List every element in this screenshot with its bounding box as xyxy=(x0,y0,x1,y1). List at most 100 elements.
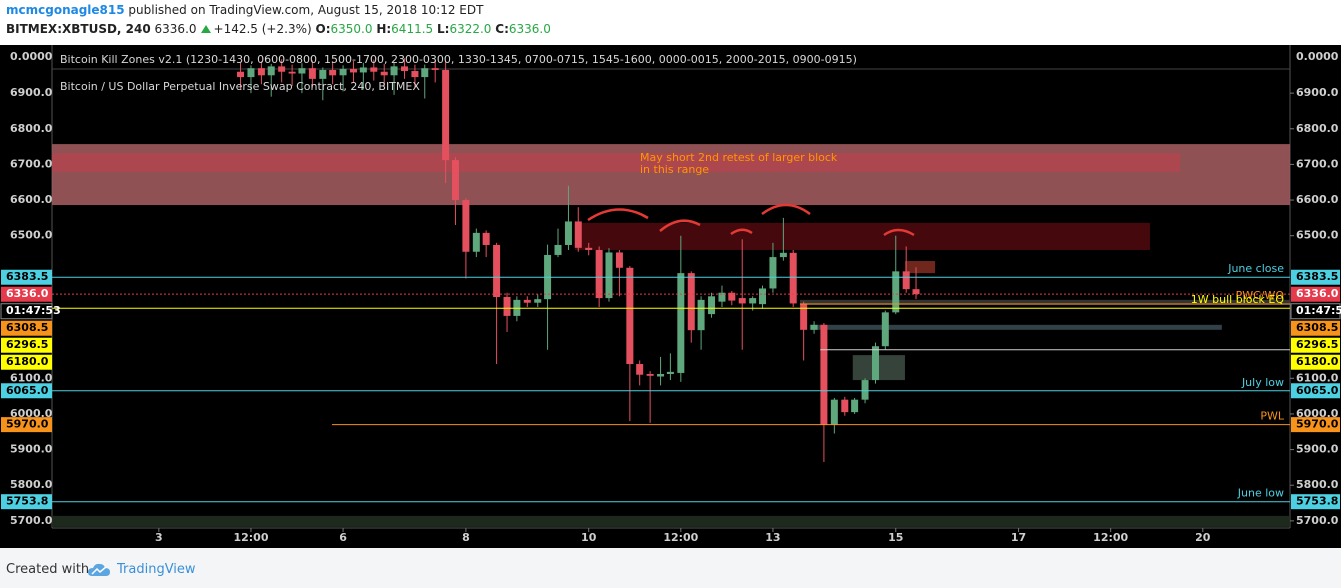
price-badge xyxy=(1,269,52,285)
price: 6336.0 xyxy=(154,22,197,36)
candle-body xyxy=(861,380,869,400)
candle-body xyxy=(657,374,665,377)
arc xyxy=(659,219,701,232)
price-badge xyxy=(1291,494,1340,510)
price-badge xyxy=(1,417,52,433)
zone xyxy=(575,222,1150,250)
price-badge xyxy=(1,320,52,336)
y-tick-label: 5800.0 xyxy=(1296,478,1339,491)
candle-body xyxy=(462,200,470,252)
price-badge-label: 5753.8 xyxy=(1296,495,1338,508)
ohlc-key: C: xyxy=(495,22,509,36)
candle-body xyxy=(881,312,889,347)
candle-body xyxy=(370,67,378,72)
candle-body xyxy=(912,289,920,295)
change: +142.5 (+2.3%) xyxy=(213,22,312,36)
x-tick-label: 10 xyxy=(581,531,597,544)
level-label: 1W bull block EQ xyxy=(1191,293,1285,306)
candle-body xyxy=(278,66,286,72)
candle-body xyxy=(350,68,358,73)
price-badge-label: 6065.0 xyxy=(6,384,49,397)
candle-body xyxy=(431,68,439,70)
candle-body xyxy=(288,71,296,74)
candle-body xyxy=(728,292,736,301)
candle-body xyxy=(534,299,542,303)
candle-body xyxy=(319,69,327,79)
arc xyxy=(883,228,915,237)
candle-body xyxy=(851,399,859,413)
x-tick-label: 3 xyxy=(155,531,163,544)
footer-text: Created with xyxy=(6,562,90,577)
annotation: May short 2nd retest of larger block xyxy=(640,151,838,164)
price-badge-label: 5970.0 xyxy=(6,418,49,431)
price-badge xyxy=(1291,417,1340,433)
x-tick-label: 13 xyxy=(765,531,780,544)
candle-body xyxy=(585,247,593,250)
zone xyxy=(52,153,1181,172)
level-label: June close xyxy=(1227,262,1284,275)
price-badge-label: 6308.5 xyxy=(6,321,48,334)
candle-body xyxy=(411,71,419,78)
y-tick-label: 6900.0 xyxy=(10,86,53,99)
ohlc-key: H: xyxy=(376,22,392,36)
price-badge-label: 6383.5 xyxy=(6,270,48,283)
zone xyxy=(799,299,1290,305)
y-tick-label: 6500.0 xyxy=(1296,229,1339,242)
candle-body xyxy=(626,267,634,365)
price-badge xyxy=(1291,337,1340,353)
price-badge-label: 6180.0 xyxy=(1296,355,1339,368)
y-tick-label: 5800.0 xyxy=(10,478,53,491)
author[interactable]: mcmcgonagle815 xyxy=(6,3,125,17)
x-tick-label: 17 xyxy=(1011,531,1026,544)
price-badge-label: 01:47:53 xyxy=(6,304,61,317)
header-line-2: BITMEX:XBTUSD, 240 6336.0 +142.5 (+2.3%) … xyxy=(6,22,551,36)
indicator-title: Bitcoin Kill Zones v2.1 (1230-1430, 0600… xyxy=(60,53,857,66)
candle-body xyxy=(830,399,838,425)
price-badge-label: 6383.5 xyxy=(1296,270,1338,283)
candle-body xyxy=(359,67,367,73)
footer-brand[interactable]: TradingView xyxy=(117,562,196,577)
chart-title: Bitcoin / US Dollar Perpetual Inverse Sw… xyxy=(60,80,420,93)
y-tick-label: 5900.0 xyxy=(10,443,53,456)
y-tick-label: 5900.0 xyxy=(1296,443,1339,456)
price-badge xyxy=(0,303,53,320)
candle-body xyxy=(697,299,705,331)
candle-body xyxy=(820,324,828,425)
candle-body xyxy=(503,297,511,316)
candle-body xyxy=(789,252,797,304)
candle-body xyxy=(482,232,490,245)
price-badge xyxy=(1291,383,1340,399)
footer-background xyxy=(0,548,1341,588)
candle-body xyxy=(718,292,726,302)
price-badge-label: 6296.5 xyxy=(6,338,48,351)
price-badge-label: 6308.5 xyxy=(1296,321,1338,334)
axes: 6900.06900.06800.06800.06700.06700.06600… xyxy=(10,86,1339,544)
level-label: PWL xyxy=(1260,410,1285,423)
price-badge xyxy=(1,494,52,510)
candle-body xyxy=(451,160,459,201)
price-badge-label: 6065.0 xyxy=(1296,384,1339,397)
candle-body xyxy=(646,374,654,376)
pane-scale-label: 0.0000 xyxy=(1296,50,1339,63)
candle-body xyxy=(892,271,900,313)
candle-body xyxy=(493,244,501,298)
x-tick-label: 20 xyxy=(1195,531,1211,544)
published: published on TradingView.com, August 15,… xyxy=(124,3,484,17)
candle-body xyxy=(380,71,388,76)
arc xyxy=(730,228,753,236)
candle-body xyxy=(605,252,613,299)
candles xyxy=(237,58,920,463)
candle-body xyxy=(257,68,265,76)
header-line-1: mcmcgonagle815 published on TradingView.… xyxy=(6,3,483,17)
price-badge xyxy=(1291,286,1340,302)
candle-body xyxy=(666,371,674,375)
price-badge-label: 5753.8 xyxy=(6,495,48,508)
y-tick-label: 5700.0 xyxy=(1296,514,1339,527)
level-label: June low xyxy=(1237,487,1284,500)
zone xyxy=(904,261,936,274)
chart-background xyxy=(0,45,1341,548)
candle-body xyxy=(329,69,337,76)
candle-body xyxy=(738,298,746,304)
